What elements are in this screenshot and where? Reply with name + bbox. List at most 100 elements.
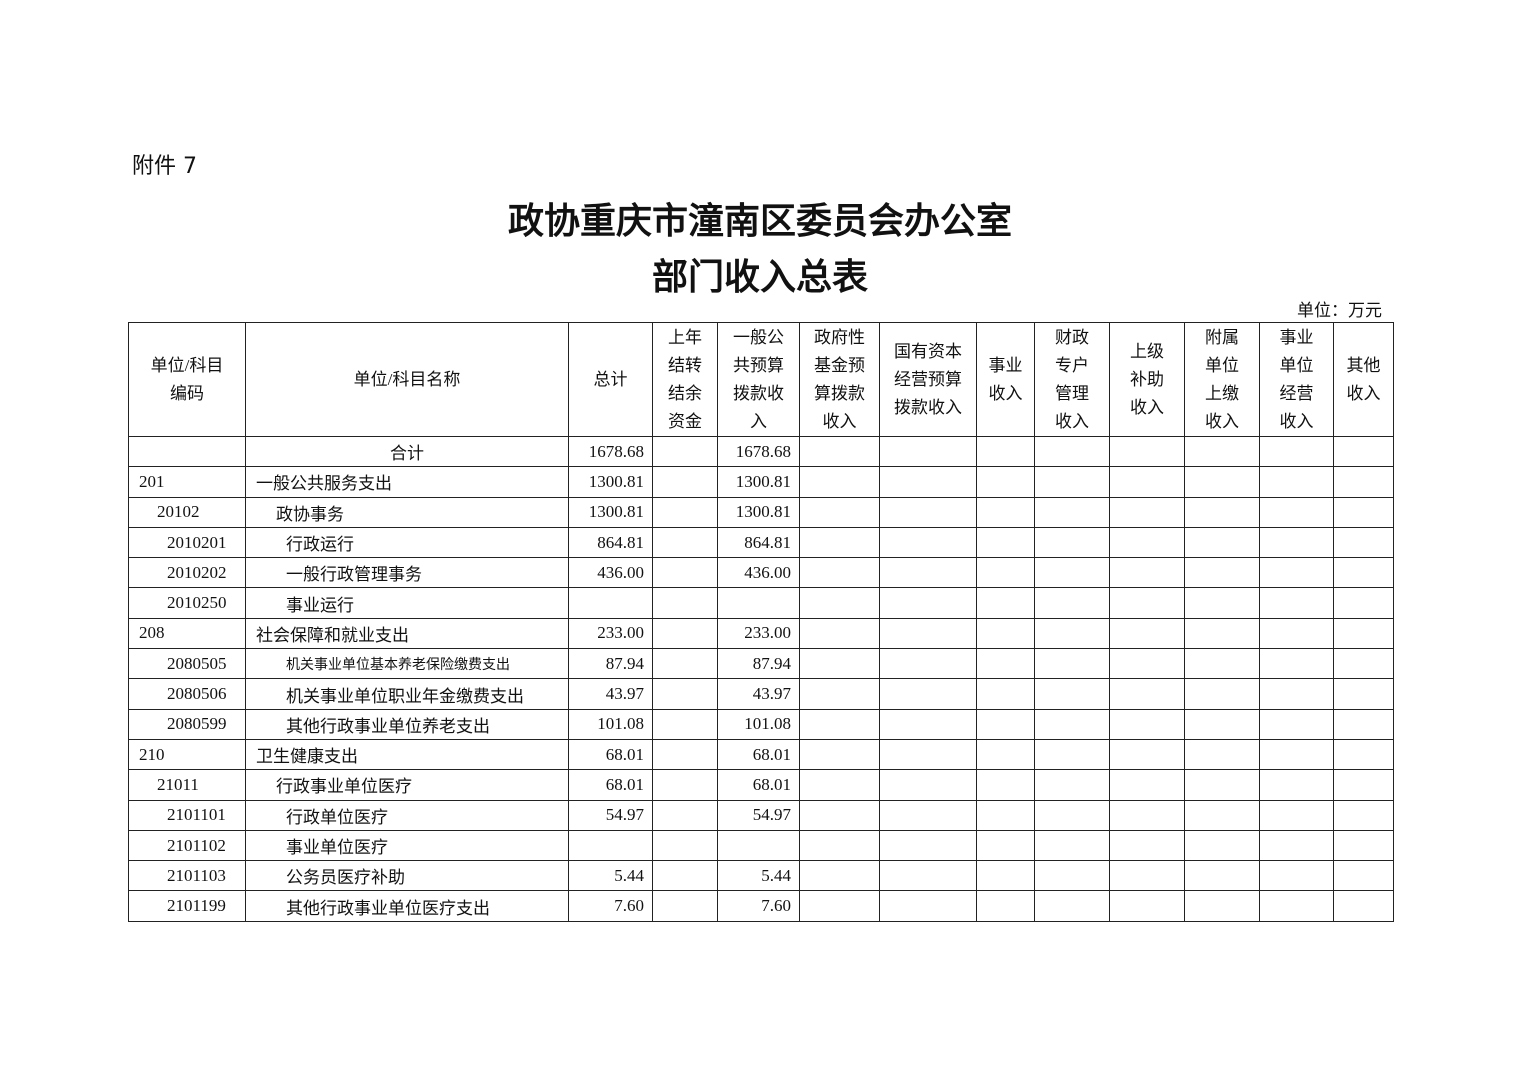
general-budget-cell: 5.44: [717, 860, 800, 892]
empty-cell: [976, 738, 1035, 771]
empty-cell: [879, 678, 977, 710]
table-row: 2101199 其他行政事业单位医疗支出 7.60 7.60: [128, 890, 1394, 922]
general-budget-cell: 68.01: [717, 738, 800, 771]
unit-label: 单位：万元: [1297, 301, 1382, 320]
name-cell: 一般公共服务支出: [245, 466, 569, 498]
column-header: 单位/科目 编码: [128, 322, 246, 437]
empty-cell: [1184, 526, 1260, 559]
empty-cell: [1034, 526, 1110, 559]
empty-cell: [879, 648, 977, 680]
table-row: 208 社会保障和就业支出 233.00 233.00: [128, 617, 1394, 650]
document-title: 政协重庆市潼南区委员会办公室: [507, 200, 1012, 242]
general-budget-cell: 436.00: [717, 557, 800, 589]
code-cell: 2010201: [128, 526, 246, 559]
income-summary-table: 单位/科目 编码 单位/科目名称 总计 上年 结转 结余 资金 一般公 共预算 拨款收 …: [128, 322, 1394, 922]
empty-cell: [1259, 648, 1334, 680]
empty-cell: [799, 799, 880, 831]
empty-cell: [976, 557, 1035, 589]
total-cell: 233.00: [568, 617, 653, 650]
empty-cell: [1259, 526, 1334, 559]
empty-cell: [1184, 648, 1260, 680]
empty-cell: [1109, 678, 1185, 710]
empty-cell: [976, 526, 1035, 559]
empty-cell: [1109, 435, 1185, 468]
total-cell: 87.94: [568, 648, 653, 680]
empty-cell: [1109, 466, 1185, 498]
code-cell: 2101101: [128, 799, 246, 831]
empty-cell: [1109, 557, 1185, 589]
empty-cell: [1184, 799, 1260, 831]
empty-cell: [799, 435, 880, 468]
empty-cell: [799, 829, 880, 862]
total-cell: [568, 587, 653, 619]
name-cell: 机关事业单位基本养老保险缴费支出: [245, 648, 569, 680]
table-row: 2010202 一般行政管理事务 436.00 436.00: [128, 557, 1394, 589]
general-budget-cell: 87.94: [717, 648, 800, 680]
table-row: 2101102 事业单位医疗: [128, 829, 1394, 862]
empty-cell: [1184, 557, 1260, 589]
empty-cell: [1333, 799, 1394, 831]
empty-cell: [1184, 769, 1260, 801]
carryover-cell: [652, 435, 718, 468]
carryover-cell: [652, 496, 718, 528]
empty-cell: [1184, 708, 1260, 740]
empty-cell: [1259, 557, 1334, 589]
empty-cell: [1333, 526, 1394, 559]
code-cell: 20102: [128, 496, 246, 528]
empty-cell: [1259, 617, 1334, 650]
empty-cell: [1109, 617, 1185, 650]
table-row: 2101103 公务员医疗补助 5.44 5.44: [128, 860, 1394, 892]
empty-cell: [1259, 587, 1334, 619]
empty-cell: [1259, 708, 1334, 740]
empty-cell: [879, 466, 977, 498]
total-cell: 436.00: [568, 557, 653, 589]
carryover-cell: [652, 617, 718, 650]
empty-cell: [976, 617, 1035, 650]
general-budget-cell: 233.00: [717, 617, 800, 650]
carryover-cell: [652, 860, 718, 892]
empty-cell: [976, 678, 1035, 710]
general-budget-cell: [717, 587, 800, 619]
name-cell: 其他行政事业单位养老支出: [245, 708, 569, 740]
general-budget-cell: 101.08: [717, 708, 800, 740]
empty-cell: [976, 466, 1035, 498]
empty-cell: [1109, 890, 1185, 922]
empty-cell: [1034, 738, 1110, 771]
code-cell: 2101103: [128, 860, 246, 892]
total-cell: 864.81: [568, 526, 653, 559]
name-cell: 政协事务: [245, 496, 569, 528]
empty-cell: [1109, 496, 1185, 528]
empty-cell: [1184, 587, 1260, 619]
table-row: 20102 政协事务 1300.81 1300.81: [128, 496, 1394, 528]
empty-cell: [1034, 860, 1110, 892]
empty-cell: [1333, 557, 1394, 589]
attachment-label: 附件 7: [132, 154, 197, 179]
empty-cell: [879, 769, 977, 801]
table-row: 2010250 事业运行: [128, 587, 1394, 619]
empty-cell: [799, 860, 880, 892]
carryover-cell: [652, 738, 718, 771]
empty-cell: [1333, 496, 1394, 528]
empty-cell: [976, 860, 1035, 892]
empty-cell: [1333, 890, 1394, 922]
table-row: 2080506 机关事业单位职业年金缴费支出 43.97 43.97: [128, 678, 1394, 710]
carryover-cell: [652, 890, 718, 922]
empty-cell: [1034, 557, 1110, 589]
empty-cell: [1259, 769, 1334, 801]
empty-cell: [879, 496, 977, 528]
table-row: 2080505 机关事业单位基本养老保险缴费支出 87.94 87.94: [128, 648, 1394, 680]
table-row: 210 卫生健康支出 68.01 68.01: [128, 738, 1394, 771]
carryover-cell: [652, 829, 718, 862]
general-budget-cell: 7.60: [717, 890, 800, 922]
code-cell: 2080506: [128, 678, 246, 710]
total-cell: [568, 829, 653, 862]
column-header: 财政 专户 管理 收入: [1034, 322, 1110, 437]
empty-cell: [1109, 769, 1185, 801]
column-header: 总计: [568, 322, 653, 437]
empty-cell: [799, 466, 880, 498]
empty-cell: [799, 738, 880, 771]
name-cell: 事业运行: [245, 587, 569, 619]
table-row: 2010201 行政运行 864.81 864.81: [128, 526, 1394, 559]
empty-cell: [1259, 829, 1334, 862]
empty-cell: [1333, 587, 1394, 619]
